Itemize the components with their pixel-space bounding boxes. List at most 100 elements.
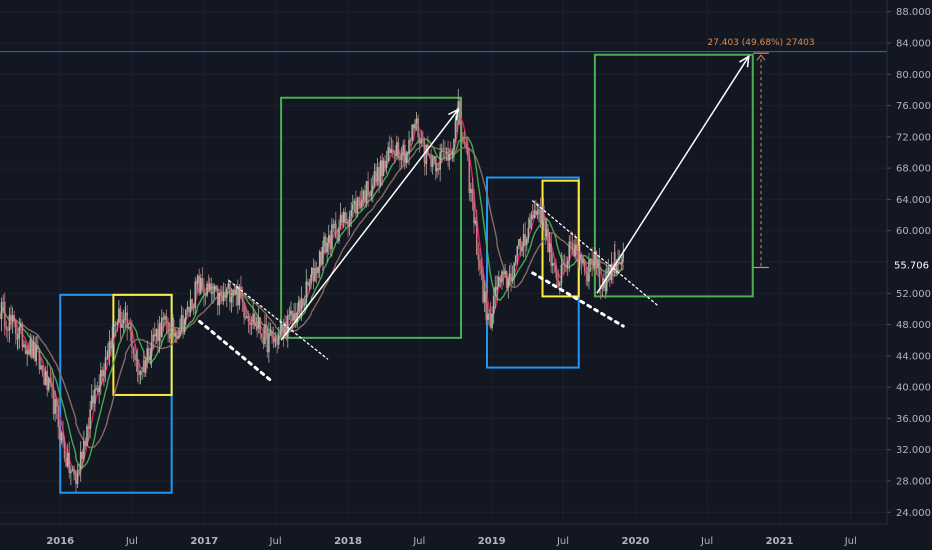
- candle-body: [277, 334, 280, 345]
- candle-body: [365, 181, 368, 203]
- candle-body: [376, 166, 379, 182]
- candle-body: [276, 338, 278, 345]
- candle-body: [454, 120, 457, 139]
- candle-body: [51, 382, 53, 388]
- candle-body: [148, 348, 150, 361]
- candle-body: [215, 285, 217, 288]
- candle-body: [507, 279, 510, 288]
- candle-body: [87, 426, 90, 429]
- candle-body: [563, 263, 566, 266]
- candle-body: [508, 273, 511, 280]
- candle-body: [451, 150, 454, 156]
- candle-body: [124, 312, 127, 315]
- candle-body: [196, 275, 199, 284]
- candle-body: [94, 389, 96, 404]
- candle-body: [294, 313, 297, 324]
- dotted-trendline: [531, 271, 625, 328]
- candle-body: [23, 344, 25, 348]
- candle-body: [307, 281, 309, 286]
- candle-body: [57, 406, 60, 428]
- candle-body: [525, 238, 528, 246]
- candle-body: [557, 279, 560, 286]
- candle-body: [390, 149, 393, 154]
- candle-body: [54, 399, 56, 415]
- candle-body: [293, 313, 295, 321]
- candle-body: [486, 313, 489, 320]
- candle-body: [402, 144, 404, 156]
- candle-body: [216, 287, 219, 306]
- candle-body: [415, 118, 418, 124]
- candle-body: [235, 285, 238, 295]
- candle-body: [3, 301, 6, 327]
- time-tick-label: Jul: [412, 536, 425, 547]
- time-tick-label: Jul: [700, 536, 713, 547]
- candle-body: [370, 190, 373, 197]
- candle-body: [346, 222, 348, 224]
- pattern-box: [593, 53, 754, 298]
- candle-body: [437, 168, 440, 170]
- candle-body: [252, 313, 254, 324]
- arrow-line: [596, 55, 750, 294]
- candle-body: [372, 184, 374, 191]
- price-tick-label: 76.000: [896, 101, 931, 112]
- candle-body: [10, 314, 12, 322]
- candle-body: [212, 292, 214, 294]
- candle-body: [175, 332, 178, 339]
- candle-body: [315, 267, 318, 273]
- candle-body: [445, 152, 448, 153]
- candle-body: [282, 324, 285, 335]
- candle-body: [492, 296, 495, 314]
- candle-body: [373, 171, 376, 185]
- candle-body: [577, 250, 580, 260]
- candle-body: [81, 451, 84, 460]
- candle-body: [186, 306, 189, 310]
- candle-body: [63, 442, 66, 458]
- candle-body: [459, 101, 461, 125]
- candle-body: [59, 427, 61, 441]
- measure-tool: 27.403 (49.68%) 27403: [707, 38, 815, 269]
- candle-body: [348, 216, 351, 227]
- candle-body: [586, 273, 589, 282]
- candle-body: [378, 166, 380, 186]
- dotted-trendline: [198, 319, 275, 384]
- candle-body: [38, 349, 41, 370]
- candle-body: [311, 267, 313, 275]
- candle-body: [89, 409, 91, 429]
- candle-body: [539, 209, 542, 224]
- time-tick-label: 2020: [622, 536, 650, 547]
- candle-body: [134, 353, 136, 360]
- candle-body: [381, 160, 384, 176]
- candle-body: [331, 224, 333, 250]
- candle-body: [18, 327, 21, 339]
- candle-body: [565, 265, 567, 268]
- candle-body: [397, 142, 400, 158]
- time-tick-label: Jul: [125, 536, 138, 547]
- candle-body: [107, 354, 109, 358]
- candle-body: [457, 101, 460, 112]
- candle-body: [143, 360, 145, 373]
- candle-body: [560, 264, 563, 284]
- candle-body: [209, 283, 211, 290]
- candle-body: [604, 278, 607, 292]
- candle-body: [227, 283, 230, 289]
- candle-body: [141, 371, 143, 372]
- candle-body: [499, 276, 502, 282]
- candle-body: [423, 141, 426, 163]
- candle-body: [21, 324, 24, 348]
- candle-body: [31, 339, 33, 358]
- candle-body: [538, 209, 540, 212]
- candle-body: [266, 328, 269, 353]
- candle-body: [575, 244, 578, 251]
- candle-body: [317, 267, 319, 273]
- time-axis[interactable]: 2016 Jul 2017 Jul 2018 Jul 2019 Jul 2020 Jul 2021 J…: [46, 536, 857, 547]
- candle-body: [116, 322, 119, 325]
- candle-body: [8, 314, 11, 331]
- candle-body: [555, 264, 557, 273]
- candle-body: [477, 254, 480, 260]
- candle-body: [113, 325, 115, 327]
- candle-body: [570, 241, 572, 243]
- candle-body: [382, 160, 385, 176]
- candle-body: [618, 262, 621, 264]
